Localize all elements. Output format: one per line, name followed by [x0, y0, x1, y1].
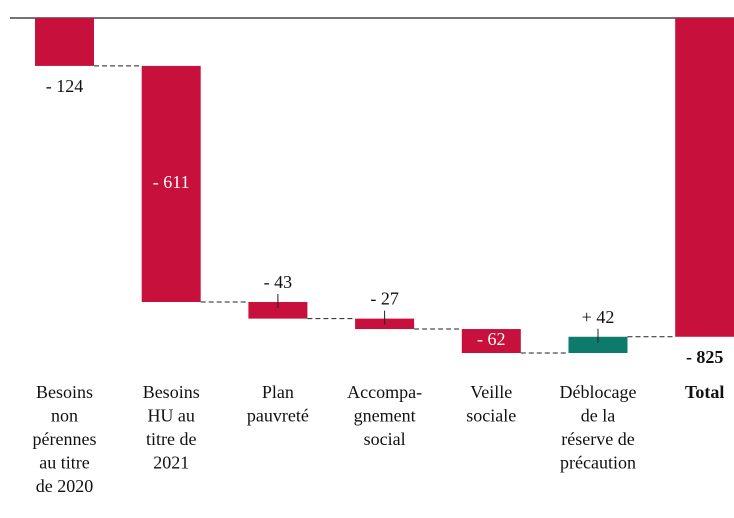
value-label: - 124 [46, 76, 84, 96]
category-label: précaution [560, 453, 636, 473]
category-label: Total [685, 382, 724, 402]
value-label: - 43 [264, 272, 293, 292]
bar [568, 336, 628, 353]
bar [461, 329, 521, 353]
category-label: pérennes [33, 429, 97, 449]
category-label: social [364, 429, 406, 449]
category-label: de la [581, 406, 615, 426]
category-label: HU au [147, 406, 195, 426]
bar [675, 18, 734, 337]
category-label: sociale [466, 406, 516, 426]
category-label: pauvreté [247, 406, 309, 426]
category-label: réserve de [561, 429, 634, 449]
value-label: - 611 [153, 172, 190, 192]
value-label: - 825 [686, 347, 724, 367]
category-label: au titre [39, 453, 89, 473]
category-label: gnement [354, 406, 416, 426]
value-label: - 62 [477, 329, 506, 349]
bar [141, 65, 201, 302]
category-label: Besoins [36, 382, 93, 402]
bar [35, 18, 94, 66]
category-label: titre de [146, 429, 196, 449]
category-label: non [51, 406, 78, 426]
category-label: Déblocage [560, 382, 637, 402]
bar [248, 301, 308, 319]
category-label: Plan [262, 382, 294, 402]
value-label: - 27 [370, 289, 399, 309]
category-label: Accompa- [347, 382, 422, 402]
category-label: de 2020 [36, 476, 94, 496]
category-label: Veille [470, 382, 512, 402]
value-label: + 42 [582, 307, 615, 327]
category-label: Besoins [143, 382, 200, 402]
category-label: 2021 [153, 453, 189, 473]
